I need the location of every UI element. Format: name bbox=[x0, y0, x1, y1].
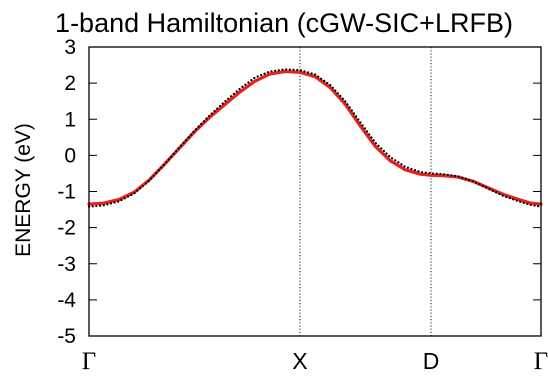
band-series-0 bbox=[87, 69, 543, 206]
chart-title: 1-band Hamiltonian (cGW-SIC+LRFB) bbox=[55, 8, 513, 38]
y-tick-label-1: 2 bbox=[64, 72, 76, 95]
y-tick-label-6: -3 bbox=[57, 253, 76, 276]
kpoint-label-0: Γ bbox=[82, 348, 96, 375]
band-series-1 bbox=[87, 68, 543, 208]
y-axis-label: ENERGY (eV) bbox=[12, 123, 35, 257]
y-tick-label-3: 0 bbox=[64, 144, 76, 167]
y-tick-label-0: 3 bbox=[64, 36, 76, 59]
plot-area: 3 2 1 0 -1 -2 -3 -4 -5 Γ X D Γ bbox=[57, 36, 548, 375]
plot-frame bbox=[88, 46, 542, 337]
y-tick-label-7: -4 bbox=[57, 289, 76, 312]
y-tick-label-2: 1 bbox=[64, 108, 76, 131]
kpoint-label-3: Γ bbox=[534, 348, 548, 375]
y-tick-label-5: -2 bbox=[57, 217, 76, 240]
y-tick-label-8: -5 bbox=[57, 325, 76, 348]
kpoint-label-1: X bbox=[292, 348, 307, 374]
kpoint-label-2: D bbox=[423, 348, 440, 374]
y-tick-label-4: -1 bbox=[57, 181, 76, 204]
